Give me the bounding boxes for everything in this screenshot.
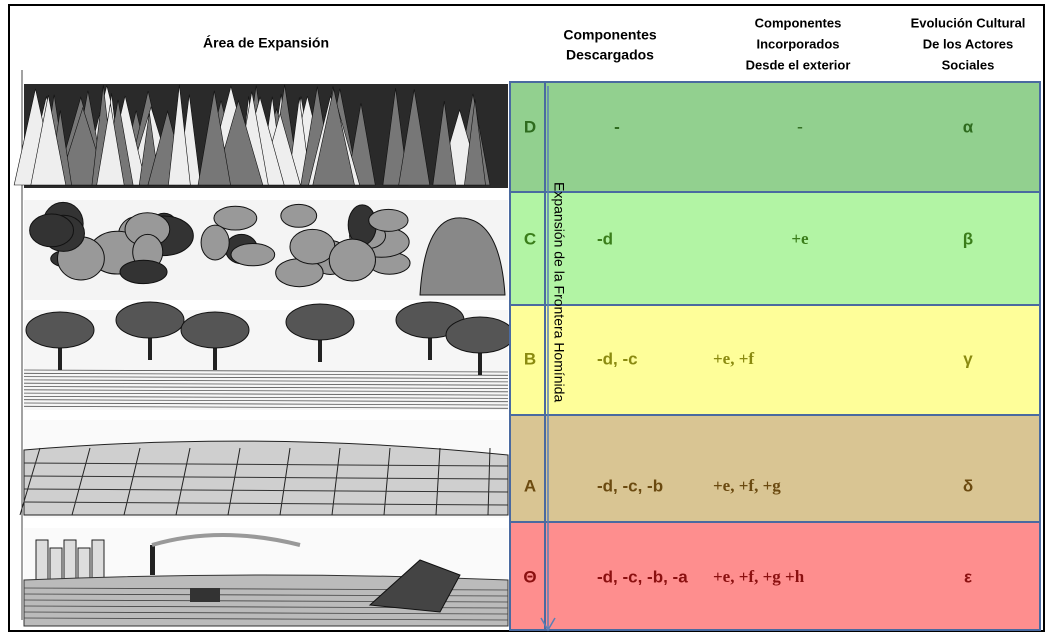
- smoke: [151, 533, 301, 547]
- row-letter: Θ: [523, 567, 536, 586]
- tree: [382, 88, 409, 186]
- field-edge: [487, 447, 491, 516]
- furrow: [23, 389, 509, 393]
- furrow: [23, 399, 509, 403]
- furrow: [23, 369, 509, 373]
- incorporated: +e, +f: [713, 349, 754, 368]
- furrow: [23, 379, 509, 383]
- tree: [30, 95, 67, 186]
- crown: [285, 303, 355, 341]
- bush: [289, 228, 336, 265]
- tree: [312, 88, 355, 186]
- discharged: -: [614, 117, 620, 136]
- incorporated: +e, +f, +g: [713, 476, 781, 495]
- furrow: [23, 395, 509, 399]
- arrow-label: Expansión de la Frontera Homínida: [551, 182, 567, 402]
- row-cell: [509, 304, 1041, 416]
- furrow: [23, 405, 509, 409]
- furrow: [23, 617, 509, 621]
- header-area: Área de Expansión: [203, 35, 329, 51]
- furrow: [23, 382, 509, 386]
- field-edge: [435, 447, 441, 516]
- haystack: [419, 217, 506, 296]
- building: [91, 539, 105, 581]
- tree: [464, 99, 486, 186]
- header-incorporated: Desde el exterior: [746, 57, 851, 72]
- chimney: [150, 545, 155, 575]
- incorporated: +e: [791, 229, 809, 248]
- row-letter: C: [524, 229, 536, 248]
- bush: [200, 224, 230, 261]
- bush: [29, 213, 75, 248]
- fields: [23, 440, 509, 516]
- furrow: [23, 376, 509, 380]
- crown: [25, 311, 95, 349]
- field-edge: [123, 447, 141, 516]
- tree: [168, 84, 191, 186]
- discharged: -d, -c, -b, -a: [597, 567, 688, 586]
- arrow-head: [540, 617, 556, 632]
- tree: [197, 90, 231, 186]
- incorporated: -: [797, 117, 803, 136]
- header-incorporated: Componentes: [755, 15, 842, 30]
- bush: [280, 203, 318, 228]
- row-cell: [509, 521, 1041, 631]
- crown: [445, 316, 515, 354]
- crown: [115, 301, 185, 339]
- furrow: [23, 402, 509, 406]
- illustrations: [13, 70, 515, 627]
- evolution: δ: [963, 476, 973, 495]
- table: D - - α C -d +e β B -d, -c +e, +f γ A -d, -c, -b +e, +…: [509, 81, 1041, 631]
- header-discharged: Descargados: [566, 47, 654, 63]
- bush: [230, 243, 276, 267]
- harvester: [368, 559, 461, 613]
- header-evolution: Sociales: [942, 57, 995, 72]
- building: [63, 539, 77, 581]
- field-edge: [23, 501, 509, 506]
- header-evolution: De los Actores: [923, 36, 1014, 51]
- tree: [398, 89, 431, 186]
- crown: [180, 311, 250, 349]
- incorporated: +e, +f, +g +h: [713, 567, 805, 586]
- furrow: [23, 611, 509, 615]
- building: [35, 539, 49, 581]
- header-evolution: Evolución Cultural: [911, 15, 1026, 30]
- tree: [96, 103, 125, 186]
- evolution: β: [963, 229, 973, 248]
- field-edge: [19, 447, 41, 516]
- furrow: [23, 392, 509, 396]
- field-edge: [23, 475, 509, 480]
- evolution: γ: [963, 349, 973, 368]
- bush: [328, 238, 376, 282]
- discharged: -d, -c: [597, 349, 638, 368]
- tree: [432, 101, 456, 186]
- row-cell: [509, 414, 1041, 523]
- furrow: [23, 386, 509, 389]
- evolution: α: [963, 117, 974, 136]
- row-letter: A: [524, 476, 536, 495]
- tractor: [190, 588, 220, 602]
- field-edge: [23, 488, 509, 493]
- row-letter: B: [524, 349, 536, 368]
- field-edge: [175, 447, 191, 516]
- field-edge: [23, 462, 509, 467]
- discharged: -d, -c, -b: [597, 476, 663, 495]
- header-incorporated: Incorporados: [756, 36, 839, 51]
- row-letter: D: [524, 117, 536, 136]
- header-discharged: Componentes: [563, 27, 657, 43]
- furrow: [23, 372, 509, 376]
- bush: [368, 208, 409, 232]
- bush: [213, 205, 258, 231]
- bush: [119, 259, 168, 285]
- row-cell: [509, 191, 1041, 306]
- field-edge: [227, 447, 241, 516]
- row-cell: [509, 81, 1041, 193]
- field-edge: [71, 447, 91, 516]
- discharged: -d: [597, 229, 613, 248]
- evolution: ε: [964, 567, 972, 586]
